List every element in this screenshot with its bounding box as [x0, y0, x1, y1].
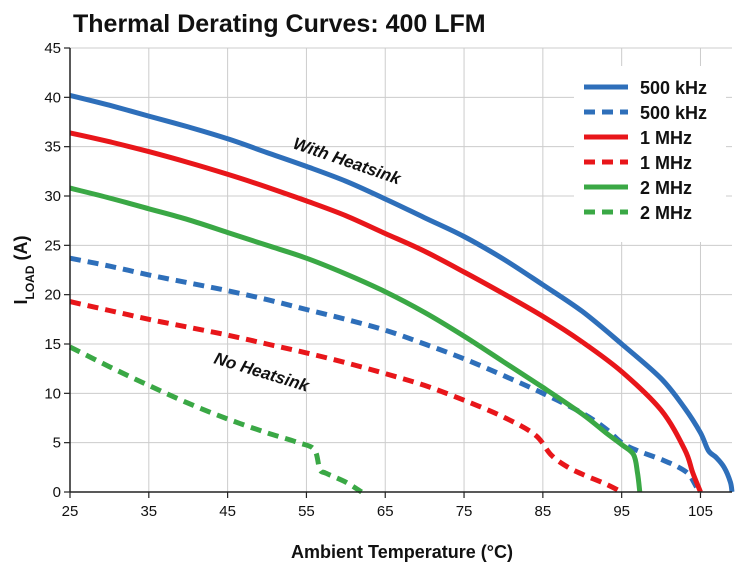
legend: 500 kHz 500 kHz 1 MHz 1 MHz 2 MHz 2 MHz — [574, 66, 726, 242]
x-tick-label: 55 — [298, 503, 315, 520]
legend-label: 1 MHz — [640, 128, 692, 148]
x-tick-label: 25 — [62, 503, 79, 520]
y-tick-label: 30 — [44, 188, 61, 205]
series-line-2-mhz-dashed — [68, 344, 363, 495]
y-tick-label: 10 — [44, 385, 61, 402]
y-tick-label: 15 — [44, 336, 61, 353]
x-tick-label: 85 — [535, 503, 552, 520]
legend-label: 2 MHz — [640, 178, 692, 198]
y-axis-label-unit: (A) — [11, 235, 31, 265]
legend-label: 1 MHz — [640, 153, 692, 173]
x-tick-label: 65 — [377, 503, 394, 520]
x-tick-label: 45 — [219, 503, 236, 520]
series-line-500-khz-solid — [69, 92, 735, 493]
legend-label: 2 MHz — [640, 203, 692, 223]
y-axis-label-sub: LOAD — [23, 265, 37, 299]
annotation-no-heatsink: No Heatsink — [212, 349, 313, 396]
axes — [64, 47, 732, 498]
y-tick-label: 40 — [44, 89, 61, 106]
chart-title: Thermal Derating Curves: 400 LFM — [73, 10, 486, 38]
series-line-1-mhz-solid — [69, 130, 703, 493]
legend-label: 500 kHz — [640, 103, 707, 123]
series-line-500-khz-dashed — [69, 255, 699, 489]
y-axis-label: ILOAD (A) — [11, 235, 37, 304]
series-line-1-mhz-dashed — [69, 299, 623, 495]
x-tick-label: 105 — [688, 503, 713, 520]
y-tick-label: 5 — [53, 435, 61, 452]
legend-label: 500 kHz — [640, 78, 707, 98]
x-tick-label: 35 — [140, 503, 157, 520]
legend-box — [574, 66, 726, 242]
y-tick-label: 25 — [44, 237, 61, 254]
x-tick-label: 75 — [456, 503, 473, 520]
y-axis-label-main: I — [11, 299, 31, 304]
y-tick-label: 0 — [53, 484, 61, 501]
x-tick-label: 95 — [613, 503, 630, 520]
y-tick-labels: 0 5 10 15 20 25 30 35 40 45 — [44, 40, 61, 501]
x-axis-label: Ambient Temperature (°C) — [291, 542, 513, 562]
y-tick-label: 35 — [44, 139, 61, 156]
series-line-2-mhz-solid — [69, 185, 643, 493]
x-tick-labels: 25 35 45 55 65 75 85 95 105 — [62, 503, 713, 520]
y-tick-label: 45 — [44, 40, 61, 57]
y-tick-label: 20 — [44, 287, 61, 304]
annotations: With Heatsink No Heatsink — [212, 134, 405, 396]
series-lines — [68, 92, 735, 495]
